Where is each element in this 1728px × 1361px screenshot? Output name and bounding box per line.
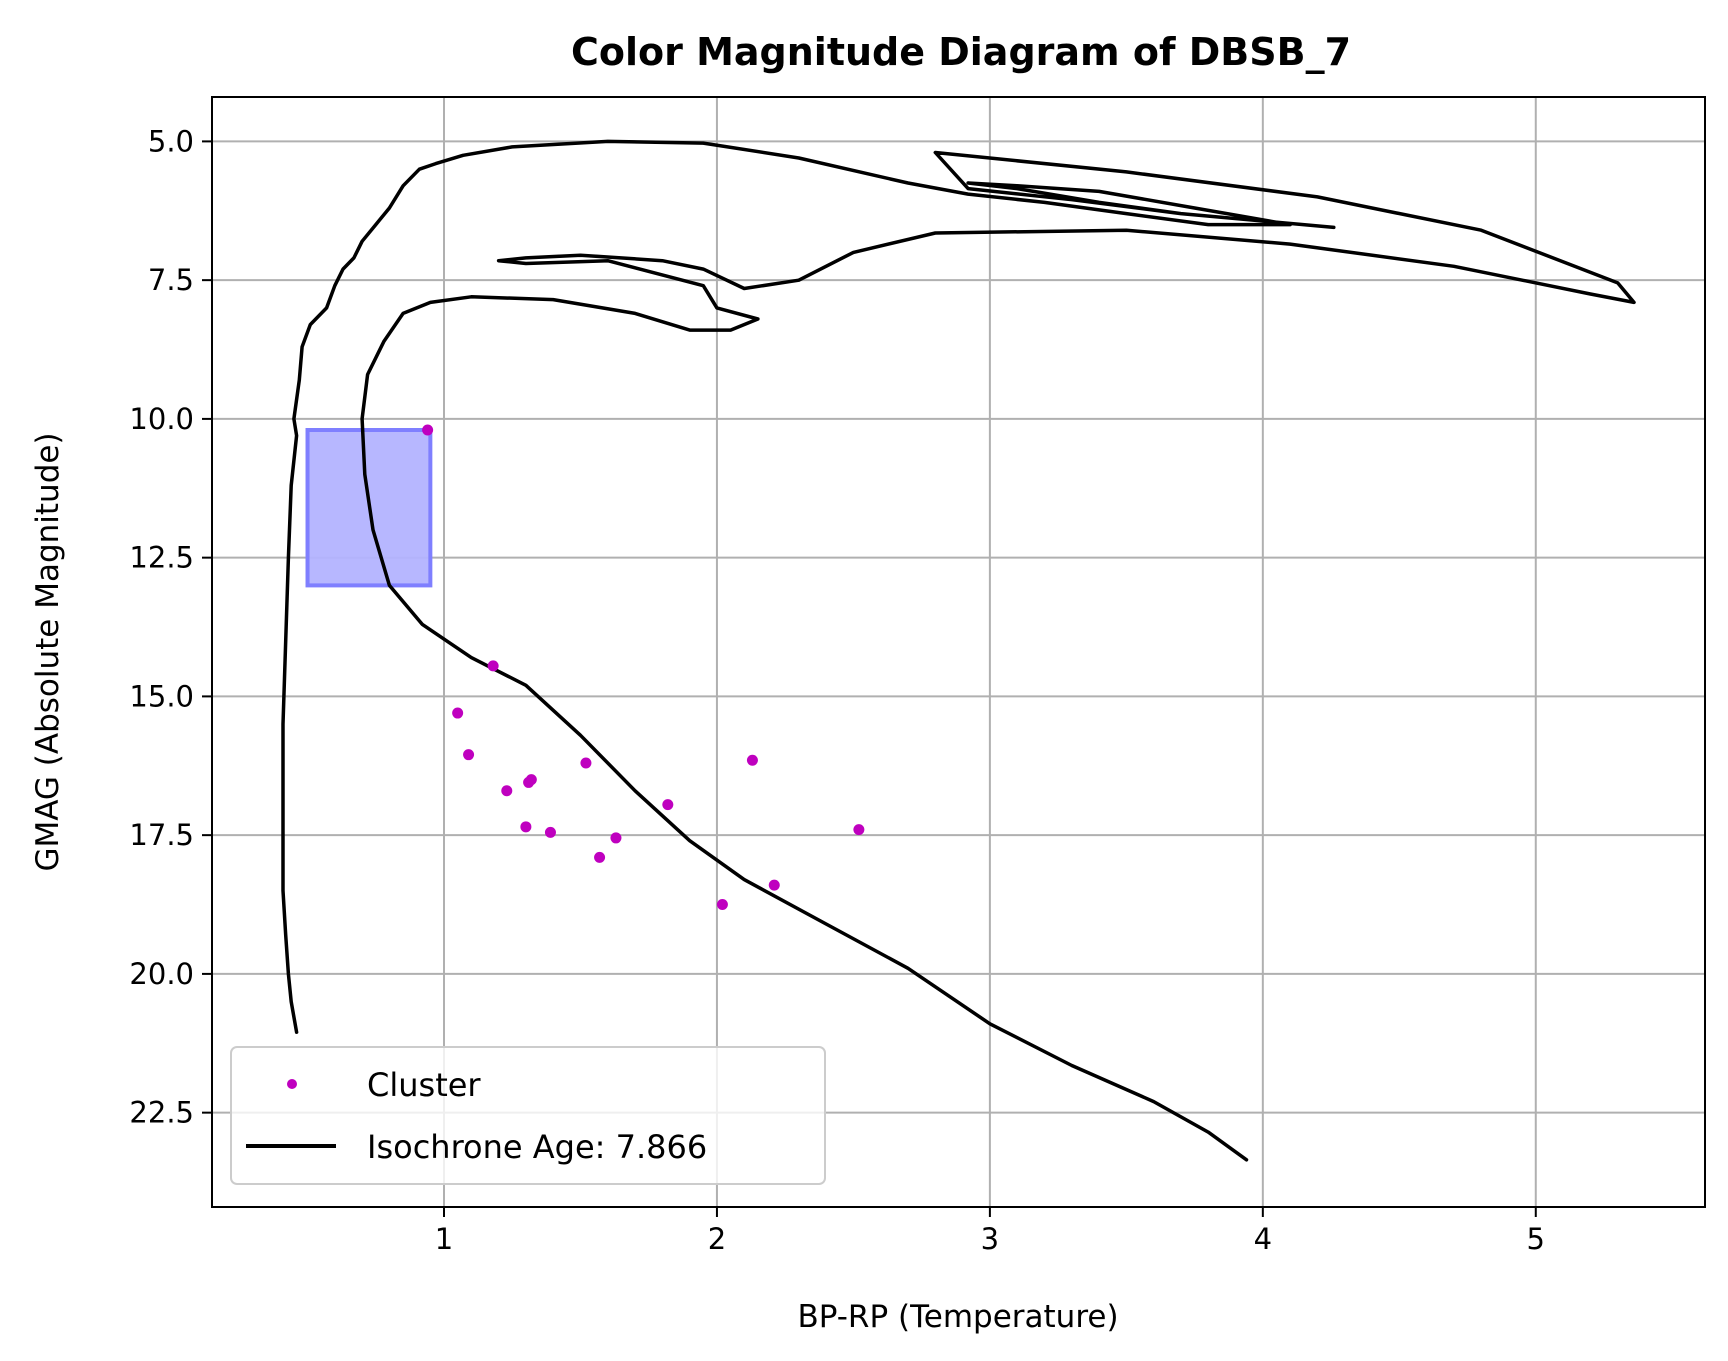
legend-cluster-marker xyxy=(287,1079,297,1089)
cluster-point xyxy=(487,660,499,672)
x-tick-label: 1 xyxy=(435,1222,453,1256)
cluster-point xyxy=(662,799,674,811)
x-tick-label: 4 xyxy=(1254,1222,1272,1256)
y-tick-label: 17.5 xyxy=(129,818,194,852)
cluster-point xyxy=(501,785,513,797)
legend: Cluster Isochrone Age: 7.866 xyxy=(230,1046,826,1185)
cluster-point xyxy=(610,832,622,844)
y-tick-label: 22.5 xyxy=(129,1096,194,1130)
grid-lines xyxy=(212,97,1705,1207)
cluster-point xyxy=(746,754,758,766)
x-tick-label: 3 xyxy=(981,1222,999,1256)
x-tick-label: 5 xyxy=(1527,1222,1545,1256)
cluster-point xyxy=(463,749,475,761)
isochrone-layer xyxy=(281,139,1636,1162)
cluster-point xyxy=(716,899,728,911)
y-tick-label: 10.0 xyxy=(129,402,194,436)
cluster-point xyxy=(520,821,532,833)
isochrone-line xyxy=(281,139,1636,1162)
y-axis-ticks: 5.0 7.5 10.0 12.5 15.0 17.5 20.0 22.5 xyxy=(129,124,212,1130)
legend-isochrone-label: Isochrone Age: 7.866 xyxy=(367,1128,707,1166)
y-axis-label: GMAG (Absolute Magnitude) xyxy=(30,432,66,871)
cluster-point xyxy=(580,757,592,769)
cluster-point xyxy=(422,424,434,436)
cluster-point xyxy=(768,879,780,891)
plot-frame xyxy=(211,96,1706,1208)
cluster-points-layer xyxy=(422,424,865,911)
y-tick-label: 5.0 xyxy=(148,124,194,158)
chart-title: Color Magnitude Diagram of DBSB_7 xyxy=(571,30,1351,74)
y-tick-label: 20.0 xyxy=(129,957,194,991)
x-tick-label: 2 xyxy=(708,1222,726,1256)
cluster-point xyxy=(853,824,865,836)
y-tick-label: 15.0 xyxy=(129,679,194,713)
y-tick-label: 12.5 xyxy=(129,541,194,575)
cluster-point xyxy=(544,826,556,838)
cluster-point xyxy=(452,707,464,719)
legend-cluster-label: Cluster xyxy=(367,1066,481,1104)
x-axis-label: BP-RP (Temperature) xyxy=(797,1299,1118,1335)
legend-frame xyxy=(230,1046,826,1185)
cluster-point xyxy=(594,851,606,863)
y-tick-label: 7.5 xyxy=(148,263,194,297)
x-axis-ticks: 1 2 3 4 5 xyxy=(435,1207,1545,1256)
cluster-point xyxy=(523,776,535,788)
